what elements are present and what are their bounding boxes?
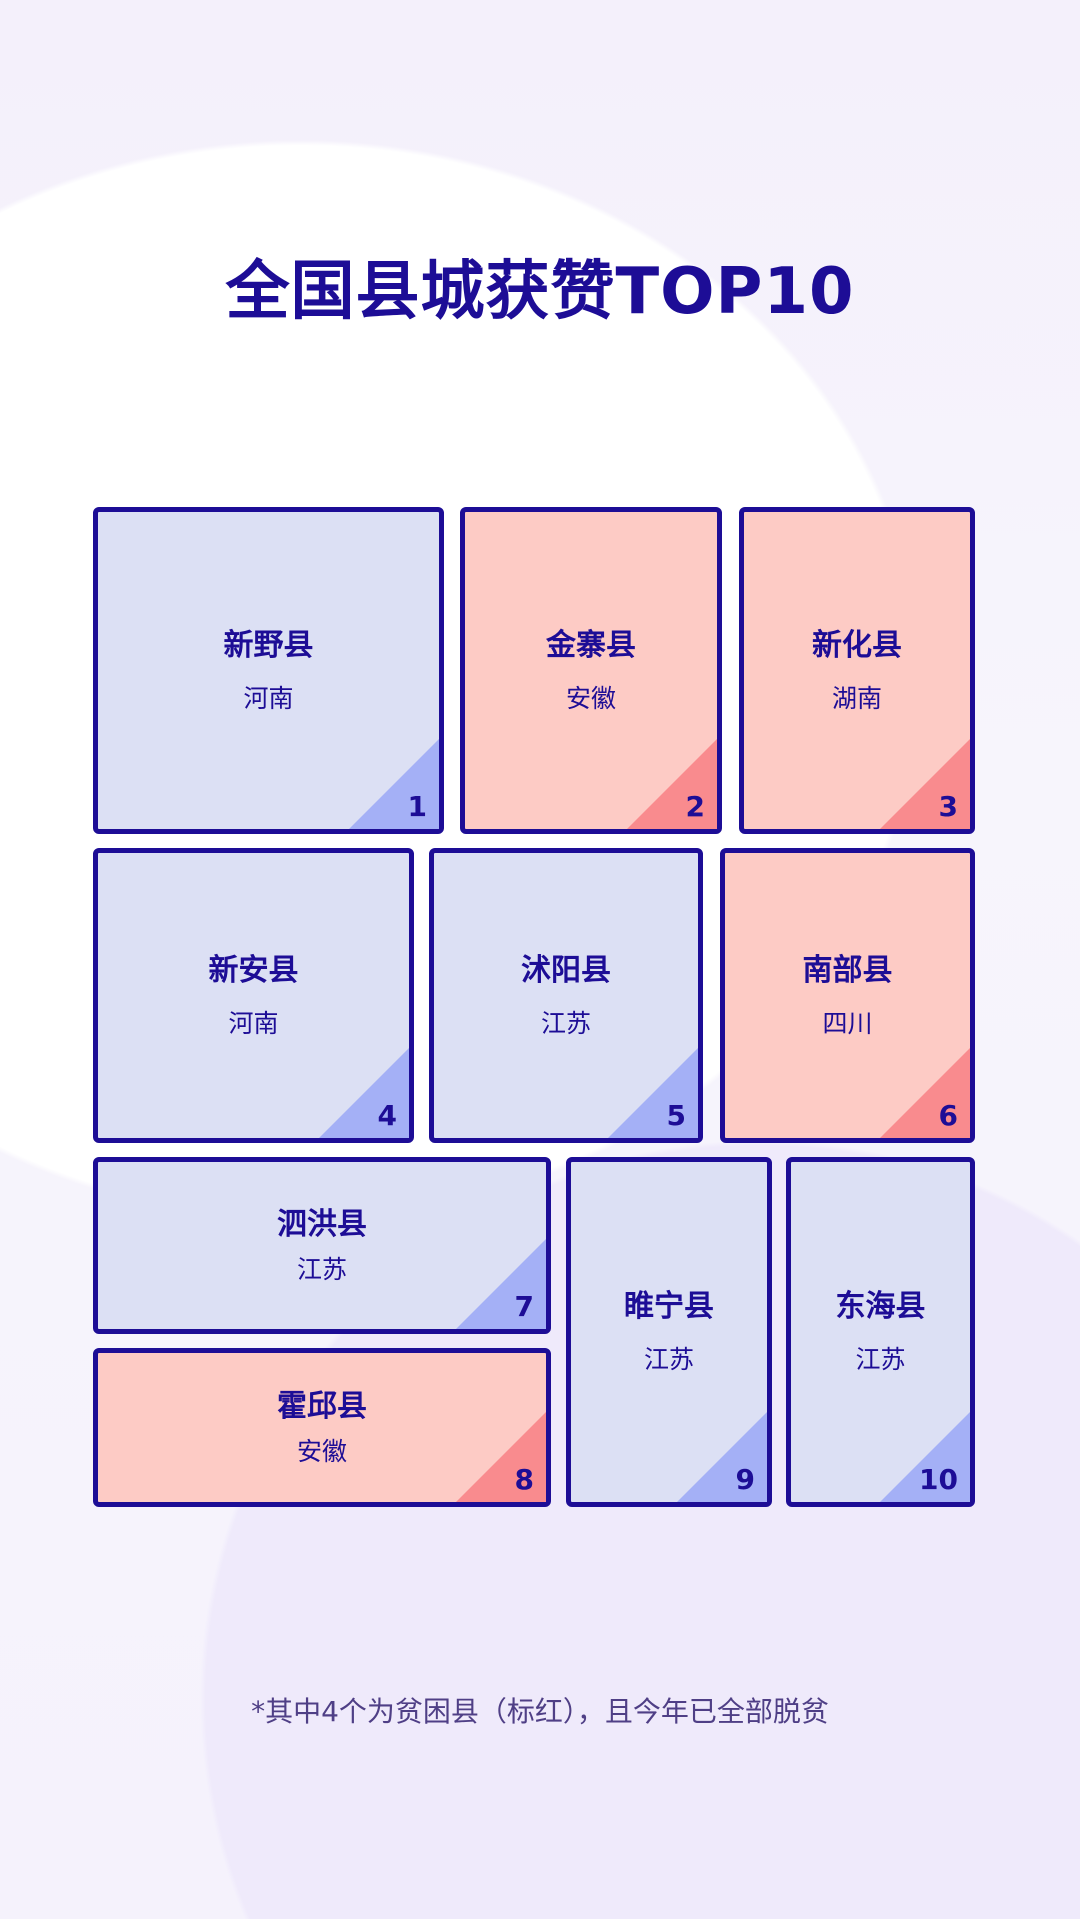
county-name: 泗洪县 xyxy=(277,1206,367,1242)
county-name: 新野县 xyxy=(223,627,314,663)
rank-number: 9 xyxy=(735,1463,755,1496)
county-name: 新安县 xyxy=(208,952,299,988)
county-name: 霍邱县 xyxy=(277,1388,367,1424)
county-label: 睢宁县 江苏 xyxy=(571,1287,767,1377)
county-card: 新安县河南 4 xyxy=(93,848,414,1143)
county-name: 沭阳县 xyxy=(521,952,611,988)
county-province: 江苏 xyxy=(643,1345,694,1374)
rank-number: 5 xyxy=(666,1099,686,1132)
county-label: 南部县 四川 xyxy=(725,951,970,1041)
county-label: 新化县 湖南 xyxy=(744,626,970,716)
rank-number: 2 xyxy=(685,790,705,823)
rank-number: 7 xyxy=(514,1290,534,1323)
county-card: 新野县河南 1 xyxy=(93,507,444,834)
county-label: 沭阳县 江苏 xyxy=(434,951,698,1041)
county-province: 江苏 xyxy=(296,1254,347,1284)
county-province: 湖南 xyxy=(831,683,882,713)
county-card: 泗洪县 江苏 7 xyxy=(93,1157,551,1334)
county-name: 南部县 xyxy=(802,952,893,988)
rank-number: 1 xyxy=(407,790,427,823)
county-province: 河南 xyxy=(228,1008,279,1038)
county-label: 金寨县 安徽 xyxy=(465,626,717,716)
county-card: 金寨县安徽 2 xyxy=(460,507,722,834)
county-card: 睢宁县江苏 9 xyxy=(566,1157,772,1507)
rank-number: 8 xyxy=(514,1463,534,1496)
footnote: *其中4个为贫困县（标红），且今年已全部脱贫 xyxy=(251,1695,829,1728)
county-label: 新安县 河南 xyxy=(98,951,409,1041)
rank-number: 6 xyxy=(938,1099,958,1132)
rank-number: 3 xyxy=(938,790,958,823)
county-card: 东海县江苏 10 xyxy=(786,1157,975,1507)
county-name: 睢宁县 xyxy=(624,1289,714,1324)
county-province: 河南 xyxy=(243,683,294,713)
county-label: 泗洪县 江苏 xyxy=(98,1205,546,1287)
county-card: 南部县四川 6 xyxy=(720,848,975,1143)
county-province: 四川 xyxy=(822,1008,873,1038)
rank-number: 4 xyxy=(377,1099,397,1132)
county-card: 沭阳县江苏 5 xyxy=(429,848,703,1143)
county-province: 安徽 xyxy=(565,683,616,713)
county-name: 新化县 xyxy=(812,627,902,663)
county-province: 江苏 xyxy=(855,1345,906,1374)
rank-number: 10 xyxy=(919,1463,958,1496)
county-label: 东海县 江苏 xyxy=(791,1287,970,1377)
county-card: 新化县湖南 3 xyxy=(739,507,975,834)
county-province: 安徽 xyxy=(296,1436,347,1466)
county-card: 霍邱县 安徽 8 xyxy=(93,1348,551,1507)
county-label: 新野县 河南 xyxy=(98,626,439,716)
county-province: 江苏 xyxy=(540,1008,591,1038)
county-label: 霍邱县 安徽 xyxy=(98,1387,546,1469)
county-name: 金寨县 xyxy=(546,627,636,663)
page-title: 全国县城获赞TOP10 xyxy=(225,255,855,329)
county-name: 东海县 xyxy=(835,1289,926,1324)
